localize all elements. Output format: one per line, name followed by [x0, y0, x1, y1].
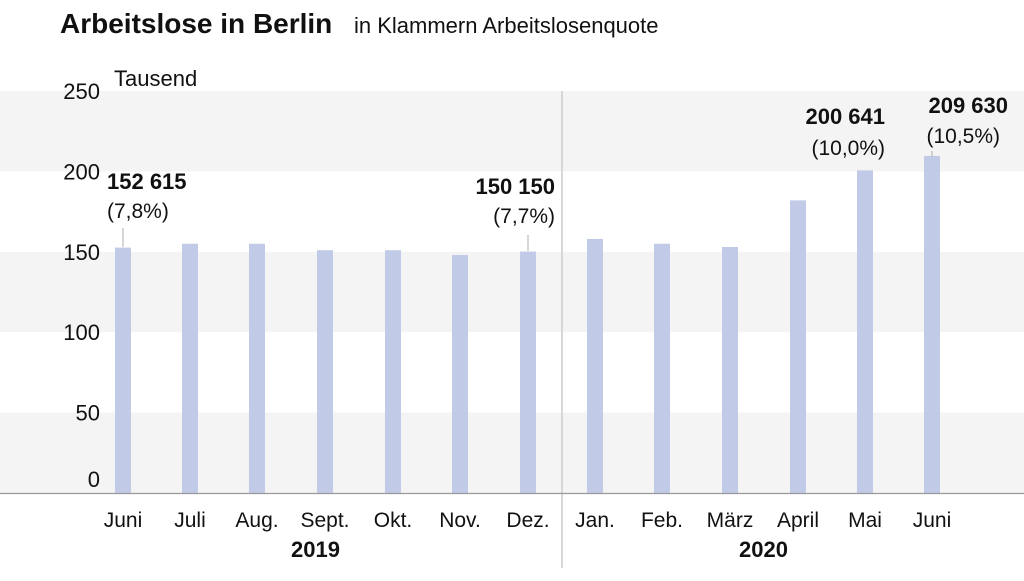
- year-label: 2019: [291, 537, 340, 562]
- category-labels: Juni Juli Aug. Sept. Okt. Nov. Dez. Jan. Feb. Mär…: [104, 509, 952, 532]
- bar: [249, 243, 265, 493]
- y-tick-label: 250: [63, 79, 100, 104]
- category-label: Mai: [848, 509, 882, 532]
- bar: [182, 243, 198, 493]
- y-tick-label: 50: [76, 401, 100, 426]
- category-label: Nov.: [439, 509, 481, 532]
- bar: [857, 170, 873, 494]
- y-tick-label: 100: [63, 320, 100, 345]
- category-label: Juni: [913, 509, 952, 532]
- value-label: 152 615: [107, 169, 187, 194]
- category-label: Sept.: [300, 509, 349, 532]
- y-tick-label: 150: [63, 240, 100, 265]
- category-label: März: [707, 509, 754, 532]
- bar: [722, 246, 738, 493]
- chart-title: Arbeitslose in Berlin: [60, 8, 332, 39]
- grid-band: [0, 412, 1024, 493]
- unit-label: Tausend: [114, 66, 197, 91]
- bar: [385, 250, 401, 493]
- bar: [452, 255, 468, 493]
- y-axis-ticks: 250 200 150 100 50 0: [63, 79, 100, 492]
- rate-label: (7,8%): [107, 200, 169, 223]
- y-tick-label: 0: [88, 467, 100, 492]
- category-label: April: [777, 509, 819, 532]
- bar: [790, 200, 806, 493]
- annotations: 152 615 (7,8%) 150 150 (7,7%) 200 641 (10,0%)…: [107, 93, 1008, 228]
- year-labels: 2019 2020: [291, 537, 788, 562]
- category-label: Juli: [174, 509, 206, 532]
- rate-label: (10,0%): [811, 137, 885, 160]
- bar: [587, 238, 603, 493]
- grid-band: [0, 91, 1024, 172]
- bar: [520, 251, 536, 493]
- category-label: Jan.: [575, 509, 615, 532]
- rate-label: (7,7%): [493, 205, 555, 228]
- bar: [924, 155, 940, 493]
- category-label: Juni: [104, 509, 143, 532]
- rate-label: (10,5%): [926, 125, 1000, 148]
- grid-bands: [0, 91, 1024, 493]
- value-label: 209 630: [928, 93, 1008, 118]
- chart-subtitle: in Klammern Arbeitslosenquote: [354, 13, 659, 38]
- category-label: Feb.: [641, 509, 683, 532]
- year-label: 2020: [739, 537, 788, 562]
- bars: [115, 155, 940, 494]
- value-label: 150 150: [475, 174, 555, 199]
- bar: [317, 250, 333, 493]
- bar: [115, 247, 131, 493]
- bar: [654, 243, 670, 493]
- y-tick-label: 200: [63, 159, 100, 184]
- annotation-leaders: [122, 151, 933, 251]
- category-label: Dez.: [506, 509, 549, 532]
- category-label: Aug.: [235, 509, 278, 532]
- value-label: 200 641: [805, 104, 885, 129]
- category-label: Okt.: [374, 509, 413, 532]
- grid-band: [0, 251, 1024, 333]
